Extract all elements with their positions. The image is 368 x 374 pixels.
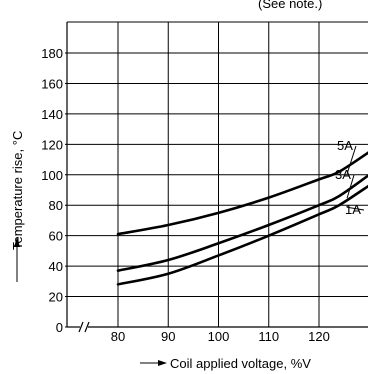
y-tick-label-100: 100 xyxy=(41,168,63,183)
x-tick-label-120: 120 xyxy=(308,329,330,344)
y-tick-label-40: 40 xyxy=(49,259,63,274)
y-tick-label-20: 20 xyxy=(49,290,63,305)
x-axis-arrow-head xyxy=(158,360,167,366)
series-line-1A xyxy=(116,184,368,286)
y-tick-label-120: 120 xyxy=(41,137,63,152)
y-tick-label-140: 140 xyxy=(41,107,63,122)
x-tick-label-90: 90 xyxy=(161,329,175,344)
series-labels: 5A 3A 1A xyxy=(335,138,365,217)
x-tick-label-80: 80 xyxy=(111,329,125,344)
series-leader-3A xyxy=(346,174,355,199)
x-axis-label: Coil applied voltage, %V xyxy=(170,356,311,371)
series-label-5A: 5A xyxy=(337,138,353,153)
y-tick-labels: 0 20 40 60 80 100 120 140 160 180 xyxy=(41,46,67,335)
x-axis-break-mark-2 xyxy=(84,321,90,333)
series-label-1A: 1A xyxy=(345,202,361,217)
x-tick-labels: 80 90 100 110 120 xyxy=(111,329,330,344)
series-leader-5A xyxy=(346,145,357,174)
y-tick-label-160: 160 xyxy=(41,76,63,91)
series-lines xyxy=(116,151,368,286)
y-axis-label: Temperature rise, °C xyxy=(10,131,25,250)
series-leader-1A xyxy=(347,206,365,211)
x-tick-label-110: 110 xyxy=(258,329,279,344)
see-note-label: (See note.) xyxy=(258,0,323,11)
series-line-5A xyxy=(116,151,368,236)
y-tick-label-80: 80 xyxy=(49,198,63,213)
grid-lines xyxy=(67,21,368,327)
y-tick-label-60: 60 xyxy=(49,229,63,244)
y-tick-label-0: 0 xyxy=(56,320,63,335)
series-label-3A: 3A xyxy=(335,167,351,182)
x-tick-label-100: 100 xyxy=(208,329,230,344)
y-axis-arrow-head xyxy=(14,237,20,247)
x-axis-break-mark-1 xyxy=(78,321,84,333)
y-tick-label-180: 180 xyxy=(41,46,63,61)
series-line-3A xyxy=(116,174,368,272)
